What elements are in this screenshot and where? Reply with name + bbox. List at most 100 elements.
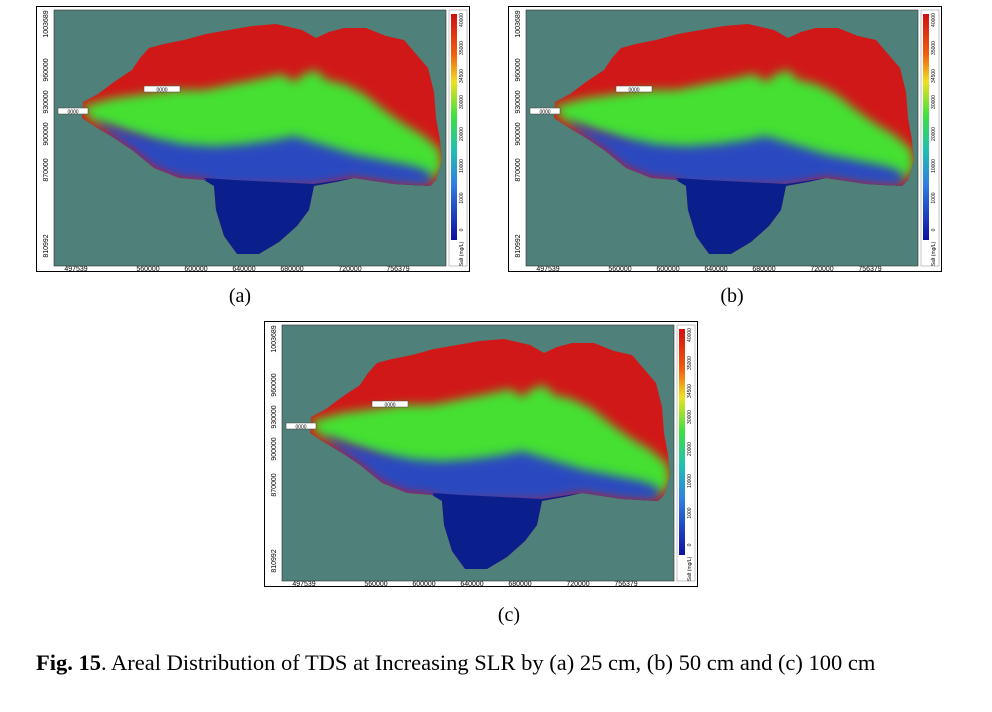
colorbar-tick-label: 35000 bbox=[459, 41, 465, 55]
map-panel-b: 0000 0000 497539 560000 600000 640000 680000 72… bbox=[508, 6, 942, 272]
colorbar-unit-label: Salt (mg/L) bbox=[931, 241, 937, 266]
colorbar-tick-label: 30000 bbox=[687, 410, 693, 424]
boundary-marker-upper-text: 0000 bbox=[384, 403, 395, 409]
x-tick-label: 756379 bbox=[386, 266, 409, 272]
low-tds-zone bbox=[94, 120, 430, 186]
low-tds-zone bbox=[566, 120, 902, 186]
colorbar-gradient bbox=[679, 329, 685, 555]
colorbar-tick-label: 40000 bbox=[687, 328, 693, 342]
x-tick-label: 497539 bbox=[292, 581, 315, 587]
x-tick-label: 720000 bbox=[566, 581, 589, 587]
x-tick-label: 756379 bbox=[614, 581, 637, 587]
y-tick-label: 870000 bbox=[515, 158, 522, 181]
y-tick-label: 930000 bbox=[515, 90, 522, 113]
map-panel-c: 0000 0000 497539 560000 600000 640000 680000 72… bbox=[264, 321, 698, 587]
boundary-marker-lower bbox=[57, 107, 89, 115]
y-tick-label: 900000 bbox=[515, 122, 522, 145]
y-tick-label: 900000 bbox=[271, 437, 278, 460]
boundary-marker-upper bbox=[143, 85, 181, 93]
x-tick-label: 497539 bbox=[536, 266, 559, 272]
colorbar-tick-label: 10000 bbox=[687, 474, 693, 488]
fresh-water-lobe bbox=[204, 180, 314, 254]
boundary-marker-upper bbox=[615, 85, 653, 93]
y-tick-label: 810992 bbox=[271, 549, 278, 572]
colorbar-tick-label: 0 bbox=[459, 228, 465, 231]
y-tick-label: 930000 bbox=[271, 405, 278, 428]
boundary-marker-lower-text: 0000 bbox=[67, 110, 78, 116]
panel-label-c: (c) bbox=[497, 604, 521, 626]
y-tick-label: 930000 bbox=[43, 90, 50, 113]
x-tick-label: 640000 bbox=[460, 581, 483, 587]
colorbar-tick-label: 10000 bbox=[459, 159, 465, 173]
figure-number: Fig. 15 bbox=[36, 650, 101, 675]
colorbar-tick-label: 34500 bbox=[687, 384, 693, 398]
y-tick-label: 810992 bbox=[515, 234, 522, 257]
x-tick-label: 560000 bbox=[364, 581, 387, 587]
y-tick-label: 960000 bbox=[43, 58, 50, 81]
x-tick-label: 720000 bbox=[810, 266, 833, 272]
panel-label-b: (b) bbox=[720, 285, 744, 307]
colorbar-tick-label: 34500 bbox=[459, 69, 465, 83]
x-tick-label: 600000 bbox=[656, 266, 679, 272]
boundary-marker-lower bbox=[529, 107, 561, 115]
land-layers bbox=[310, 339, 670, 569]
colorbar-tick-label: 20000 bbox=[931, 127, 937, 141]
colorbar-tick-label: 35000 bbox=[931, 41, 937, 55]
colorbar-tick-label: 30000 bbox=[931, 95, 937, 109]
panel-label-a: (a) bbox=[228, 285, 252, 307]
colorbar-tick-label: 20000 bbox=[459, 127, 465, 141]
x-tick-label: 640000 bbox=[232, 266, 255, 272]
map-svg-c: 0000 0000 497539 560000 600000 640000 680000 72… bbox=[264, 321, 698, 587]
boundary-marker-lower bbox=[285, 422, 317, 430]
map-svg-a: 0000 0000 497539 560000 600000 640000 680000 72… bbox=[36, 6, 470, 272]
x-tick-label: 600000 bbox=[412, 581, 435, 587]
colorbar-tick-label: 1000 bbox=[687, 507, 693, 518]
x-tick-label: 560000 bbox=[136, 266, 159, 272]
colorbar-tick-label: 1000 bbox=[931, 192, 937, 203]
map-svg-b: 0000 0000 497539 560000 600000 640000 680000 72… bbox=[508, 6, 942, 272]
land-layers bbox=[82, 24, 442, 254]
map-panel-a: 0000 0000 497539 560000 600000 640000 680000 72… bbox=[36, 6, 470, 272]
x-tick-label: 720000 bbox=[338, 266, 361, 272]
colorbar-tick-label: 30000 bbox=[459, 95, 465, 109]
x-tick-label: 600000 bbox=[184, 266, 207, 272]
boundary-marker-lower-text: 0000 bbox=[539, 110, 550, 116]
colorbar-tick-label: 1000 bbox=[459, 192, 465, 203]
colorbar-unit-label: Salt (mg/L) bbox=[687, 556, 693, 581]
boundary-marker-upper bbox=[371, 400, 409, 408]
y-tick-label: 870000 bbox=[43, 158, 50, 181]
y-tick-label: 960000 bbox=[515, 58, 522, 81]
low-tds-zone bbox=[322, 435, 658, 501]
colorbar-gradient bbox=[923, 14, 929, 240]
fresh-water-lobe bbox=[676, 180, 786, 254]
figure-caption: Fig. 15. Areal Distribution of TDS at In… bbox=[36, 648, 966, 678]
fresh-water-lobe bbox=[432, 495, 542, 569]
y-tick-label: 870000 bbox=[271, 473, 278, 496]
colorbar-tick-label: 40000 bbox=[931, 13, 937, 27]
y-tick-label: 900000 bbox=[43, 122, 50, 145]
caption-text: . Areal Distribution of TDS at Increasin… bbox=[101, 650, 876, 675]
x-tick-label: 680000 bbox=[752, 266, 775, 272]
colorbar-tick-label: 40000 bbox=[459, 13, 465, 27]
x-tick-label: 680000 bbox=[508, 581, 531, 587]
colorbar-tick-label: 35000 bbox=[687, 356, 693, 370]
land-layers bbox=[554, 24, 914, 254]
colorbar-tick-label: 34500 bbox=[931, 69, 937, 83]
boundary-marker-upper-text: 0000 bbox=[628, 88, 639, 94]
colorbar-tick-label: 20000 bbox=[687, 442, 693, 456]
y-tick-label: 1003689 bbox=[271, 325, 278, 352]
boundary-marker-lower-text: 0000 bbox=[295, 425, 306, 431]
y-tick-label: 810992 bbox=[43, 234, 50, 257]
x-tick-label: 756379 bbox=[858, 266, 881, 272]
y-tick-label: 1003689 bbox=[43, 10, 50, 37]
y-tick-label: 960000 bbox=[271, 373, 278, 396]
colorbar-tick-label: 0 bbox=[687, 543, 693, 546]
colorbar-tick-label: 10000 bbox=[931, 159, 937, 173]
x-tick-label: 680000 bbox=[280, 266, 303, 272]
colorbar-gradient bbox=[451, 14, 457, 240]
boundary-marker-upper-text: 0000 bbox=[156, 88, 167, 94]
y-tick-label: 1003689 bbox=[515, 10, 522, 37]
colorbar-unit-label: Salt (mg/L) bbox=[459, 241, 465, 266]
x-tick-label: 560000 bbox=[608, 266, 631, 272]
x-tick-label: 640000 bbox=[704, 266, 727, 272]
